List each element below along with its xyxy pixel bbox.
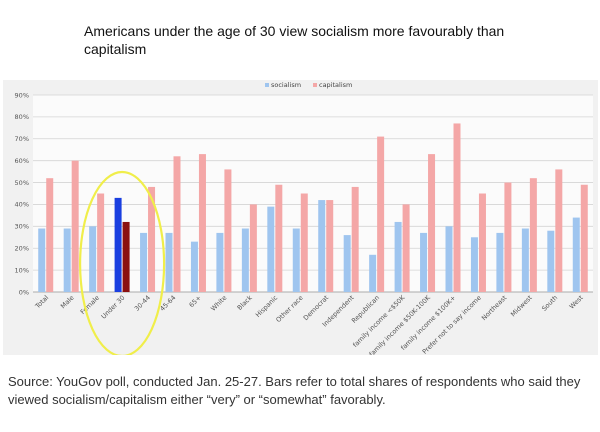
bar-socialism bbox=[38, 228, 46, 292]
y-tick-label: 60% bbox=[15, 157, 29, 165]
legend-label-socialism: socialism bbox=[271, 81, 301, 89]
bar-socialism bbox=[547, 230, 555, 292]
x-category-label: Male bbox=[59, 294, 76, 311]
x-category-label: Hispanic bbox=[254, 293, 280, 319]
x-category-label: Total bbox=[33, 294, 50, 311]
bar-socialism bbox=[343, 235, 351, 292]
y-tick-label: 40% bbox=[15, 201, 29, 209]
bar-socialism bbox=[216, 232, 224, 292]
bar-socialism bbox=[318, 200, 326, 292]
bar-socialism bbox=[496, 232, 504, 292]
bar-socialism bbox=[114, 197, 122, 292]
y-tick-label: 80% bbox=[15, 113, 29, 121]
bar-socialism bbox=[572, 217, 580, 292]
y-tick-label: 70% bbox=[15, 135, 29, 143]
legend-swatch-socialism bbox=[265, 83, 269, 87]
y-tick-label: 30% bbox=[15, 223, 29, 231]
x-category-label: South bbox=[540, 294, 559, 313]
bar-socialism bbox=[190, 241, 198, 292]
bar-socialism bbox=[470, 237, 478, 292]
bar-capitalism bbox=[275, 184, 283, 292]
legend-swatch-capitalism bbox=[313, 83, 317, 87]
bar-capitalism bbox=[326, 200, 334, 292]
bar-socialism bbox=[394, 221, 402, 292]
bar-capitalism bbox=[453, 123, 461, 292]
bar-chart: 0%10%20%30%40%50%60%70%80%90%Total Male Fe… bbox=[15, 81, 593, 355]
chart-frame: 0% 10% 20% 30% 40% 50% 60% 70% 80% 90% Total Male Fe… bbox=[3, 80, 598, 355]
x-category-label: 30-44 bbox=[133, 294, 152, 313]
y-tick-label: 50% bbox=[15, 179, 29, 187]
legend-label-capitalism: capitalism bbox=[319, 81, 352, 89]
x-category-label: West bbox=[568, 293, 585, 310]
highlight-ring bbox=[79, 170, 166, 355]
bar-socialism bbox=[165, 232, 173, 292]
x-category-label: Midwest bbox=[509, 293, 534, 318]
x-category-label: Northeast bbox=[480, 293, 509, 322]
bar-capitalism bbox=[97, 193, 105, 292]
bar-socialism bbox=[292, 228, 300, 292]
y-tick-label: 0% bbox=[19, 288, 29, 296]
y-tick-label: 90% bbox=[15, 91, 29, 99]
bar-capitalism bbox=[249, 204, 257, 292]
chart-headline: Americans under the age of 30 view socia… bbox=[84, 23, 505, 57]
bar-socialism bbox=[63, 228, 71, 292]
bar-capitalism bbox=[173, 156, 181, 292]
bar-capitalism bbox=[478, 193, 486, 292]
bar-socialism bbox=[241, 228, 249, 292]
x-category-label: Other race bbox=[274, 294, 304, 324]
bar-capitalism bbox=[377, 136, 385, 292]
bar-capitalism bbox=[224, 169, 232, 292]
x-category-label: Under 30 bbox=[100, 294, 127, 321]
x-category-label: Black bbox=[236, 294, 254, 312]
bar-capitalism bbox=[122, 221, 130, 292]
bar-capitalism bbox=[529, 178, 537, 292]
y-tick-label: 20% bbox=[15, 245, 29, 253]
bar-socialism bbox=[267, 206, 275, 292]
source-note: Source: YouGov poll, conducted Jan. 25-2… bbox=[8, 374, 581, 407]
bar-capitalism bbox=[351, 186, 359, 292]
bar-socialism bbox=[521, 228, 529, 292]
bar-capitalism bbox=[504, 182, 512, 292]
bar-socialism bbox=[445, 226, 453, 292]
bar-socialism bbox=[140, 232, 148, 292]
bar-capitalism bbox=[402, 204, 410, 292]
bar-socialism bbox=[369, 254, 377, 292]
bar-socialism bbox=[420, 232, 428, 292]
x-category-label: 65+ bbox=[188, 294, 203, 309]
x-category-label: White bbox=[209, 294, 228, 313]
bar-capitalism bbox=[300, 193, 308, 292]
bar-capitalism bbox=[148, 186, 156, 292]
bar-capitalism bbox=[555, 169, 563, 292]
bar-capitalism bbox=[46, 178, 54, 292]
y-tick-label: 10% bbox=[15, 266, 29, 274]
bar-capitalism bbox=[198, 154, 206, 292]
bar-capitalism bbox=[428, 154, 436, 292]
bar-capitalism bbox=[71, 160, 79, 292]
bar-capitalism bbox=[580, 184, 588, 292]
bar-socialism bbox=[89, 226, 97, 292]
